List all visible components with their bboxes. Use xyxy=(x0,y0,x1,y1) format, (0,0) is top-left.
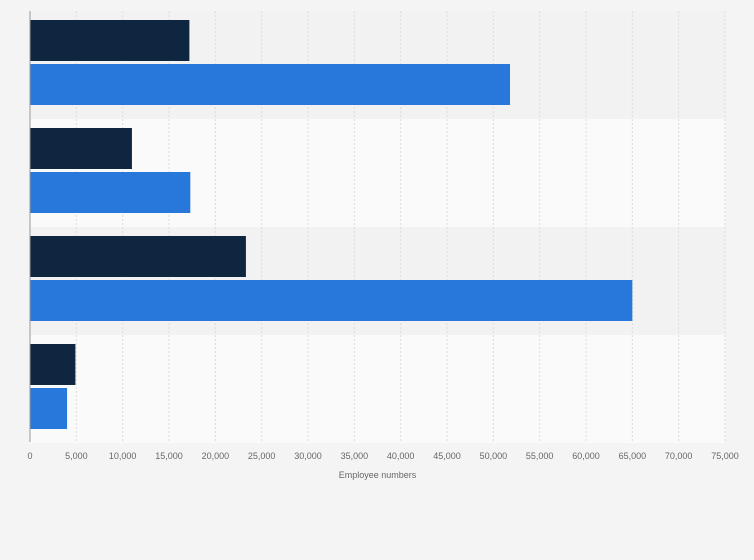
x-tick-label-13: 60,000 xyxy=(572,451,600,461)
x-tick-label-15: 70,000 xyxy=(665,451,693,461)
x-tick-label-3: 10,000 xyxy=(109,451,137,461)
x-tick-label-7: 30,000 xyxy=(294,451,322,461)
bar-series2-category1 xyxy=(30,64,511,105)
x-tick-label-9: 40,000 xyxy=(387,451,415,461)
x-tick-label-1: 0 xyxy=(27,451,32,461)
x-tick-label-12: 55,000 xyxy=(526,451,554,461)
bar-series2-category3 xyxy=(30,280,633,321)
x-tick-label-14: 65,000 xyxy=(619,451,647,461)
x-tick-label-5: 20,000 xyxy=(202,451,230,461)
x-tick-label-10: 45,000 xyxy=(433,451,461,461)
bars xyxy=(30,20,633,429)
x-tick-label-2: 5,000 xyxy=(65,451,88,461)
x-tick-label-8: 35,000 xyxy=(341,451,369,461)
x-tick-label-4: 15,000 xyxy=(155,451,183,461)
x-tick-label-16: 75,000 xyxy=(711,451,739,461)
x-tick-label-6: 25,000 xyxy=(248,451,276,461)
bar-series2-category2 xyxy=(30,172,191,213)
bar-series1-category2 xyxy=(30,128,132,169)
bar-series1-category1 xyxy=(30,20,190,61)
bar-series1-category3 xyxy=(30,236,246,277)
category-band-4 xyxy=(30,335,725,443)
x-tick-label-11: 50,000 xyxy=(480,451,508,461)
x-axis-title: Employee numbers xyxy=(339,470,417,480)
bar-series2-category4 xyxy=(30,388,68,429)
bar-series1-category4 xyxy=(30,344,76,385)
x-axis-tick-labels: 0 5,000 10,000 15,000 20,000 25,000 30,000 35,0… xyxy=(27,451,738,461)
